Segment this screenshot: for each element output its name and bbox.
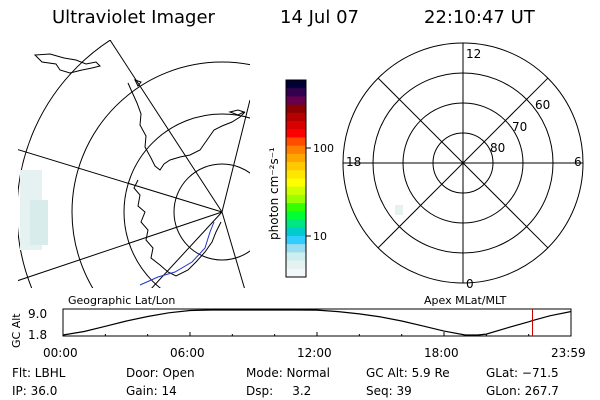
colorbar: 100 10 photon cm⁻²s⁻¹ — [267, 79, 334, 278]
mlt-label-dusk: 18 — [346, 155, 361, 169]
colorbar-cell — [286, 219, 306, 229]
geo-meridian — [18, 211, 223, 282]
geo-lat-circle — [71, 61, 250, 288]
colorbar-unit-label: photon cm⁻²s⁻¹ — [267, 147, 281, 240]
info-seq: Seq: 39 — [366, 384, 412, 398]
info-gain: Gain: 14 — [126, 384, 177, 398]
mlt-label-midnight: 0 — [466, 277, 474, 291]
strip-xtick-label: 18:00 — [424, 346, 459, 360]
mlt-label-noon: 12 — [466, 47, 481, 61]
info-dsp: Dsp: 3.2 — [246, 384, 312, 398]
colorbar-cell — [286, 129, 306, 139]
coastline-north — [33, 53, 101, 74]
colorbar-cell — [286, 203, 306, 212]
image-date: 14 Jul 07 — [280, 7, 359, 28]
colorbar-cell — [286, 227, 306, 237]
geo-meridian — [221, 211, 245, 288]
colorbar-tick-label-10: 10 — [313, 230, 327, 243]
strip-ylabel: GC Alt — [10, 313, 23, 348]
geo-meridian — [109, 40, 223, 213]
coastline-island — [134, 79, 142, 87]
colorbar-cell — [286, 137, 306, 147]
info-filter: Flt: LBHL — [12, 366, 66, 380]
info-glat: GLat: −71.5 — [486, 366, 559, 380]
colorbar-cell — [286, 88, 306, 98]
strip-ytick-label-low: 1.8 — [28, 328, 47, 342]
colorbar-cell — [286, 162, 306, 171]
colorbar-cell — [286, 153, 306, 163]
geo-lat-circle — [123, 113, 250, 288]
coastline-blue — [139, 221, 215, 286]
coastline-island — [228, 109, 246, 116]
colorbar-cell — [286, 252, 306, 262]
aurora-faint-patch — [395, 205, 403, 215]
colorbar-cell — [286, 235, 306, 245]
colorbar-cell — [286, 268, 306, 278]
info-door: Door: Open — [126, 366, 195, 380]
mlat-label-60: 60 — [535, 98, 550, 112]
image-time: 22:10:47 UT — [424, 7, 535, 28]
info-ip: IP: 36.0 — [12, 384, 58, 398]
colorbar-cell — [286, 194, 306, 204]
aurora-faint-patch — [30, 200, 48, 245]
strip-xtick-label: 12:00 — [297, 346, 332, 360]
strip-xtick-label: 23:59 — [551, 346, 586, 360]
geo-meridian — [221, 99, 250, 213]
geo-meridian — [151, 211, 223, 288]
colorbar-cell — [286, 244, 306, 253]
geo-lat-circle — [173, 163, 250, 261]
altitude-series-line — [62, 309, 571, 336]
colorbar-cell — [286, 186, 306, 196]
mlt-panel-caption: Apex MLat/MLT — [424, 294, 507, 307]
colorbar-cell — [286, 260, 306, 270]
info-glon: GLon: 267.7 — [486, 384, 559, 398]
strip-xtick-label: 06:00 — [170, 346, 205, 360]
strip-xtick-label: 00:00 — [43, 346, 78, 360]
image-title: Ultraviolet Imager — [52, 7, 215, 28]
mlt-label-dawn: 6 — [574, 155, 582, 169]
mlat-label-70: 70 — [512, 120, 527, 134]
colorbar-cell — [286, 112, 306, 122]
strip-ytick-label-high: 9.0 — [28, 307, 47, 321]
colorbar-cell — [286, 96, 306, 106]
colorbar-cell — [286, 170, 306, 180]
colorbar-cell — [286, 211, 306, 221]
colorbar-cell — [286, 104, 306, 114]
mlt-diagonal — [377, 77, 549, 249]
geo-panel-caption: Geographic Lat/Lon — [68, 294, 175, 307]
altitude-strip-chart: 9.0 1.8 GC Alt 00:00 06:00 12:00 18:00 23:59 — [10, 307, 586, 360]
mlat-label-80: 80 — [490, 141, 505, 155]
colorbar-cell — [286, 80, 306, 89]
info-gc-alt: GC Alt: 5.9 Re — [366, 366, 450, 380]
coastline-south-america — [127, 82, 246, 171]
geo-meridian — [18, 149, 223, 213]
coastline-antarctic-peninsula — [133, 179, 222, 277]
colorbar-cell — [286, 145, 306, 155]
colorbar-cell — [286, 121, 306, 130]
mlt-polar-panel — [342, 42, 584, 284]
geographic-map-panel — [18, 40, 250, 288]
colorbar-frame — [285, 79, 307, 278]
geo-lat-circle — [18, 40, 112, 288]
info-mode: Mode: Normal — [246, 366, 330, 380]
colorbar-cell — [286, 178, 306, 188]
colorbar-tick-label-100: 100 — [313, 142, 334, 155]
